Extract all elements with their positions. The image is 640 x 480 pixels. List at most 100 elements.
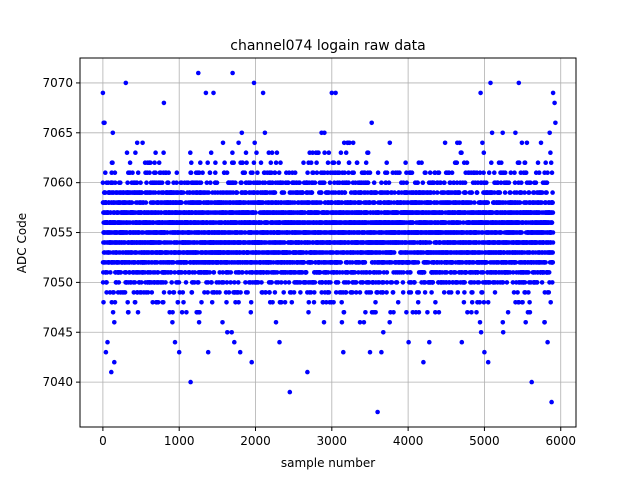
data-point <box>469 300 475 305</box>
data-point <box>111 290 116 295</box>
data-point <box>346 160 352 165</box>
data-point <box>361 320 367 325</box>
data-points <box>100 70 558 415</box>
data-point <box>238 290 243 295</box>
data-point <box>140 140 145 146</box>
data-point <box>420 180 426 185</box>
data-point <box>303 270 309 275</box>
data-point <box>132 280 138 285</box>
data-point <box>408 270 413 275</box>
data-point <box>240 160 245 165</box>
data-point <box>132 300 138 305</box>
data-point <box>145 290 151 295</box>
data-point <box>448 290 454 295</box>
data-point <box>224 300 229 305</box>
data-point <box>182 270 188 275</box>
data-point <box>159 180 165 185</box>
data-point <box>289 300 295 305</box>
data-point <box>459 150 464 155</box>
data-point <box>252 140 257 146</box>
data-point <box>153 150 158 155</box>
data-point <box>135 310 141 315</box>
data-point <box>480 140 485 146</box>
data-point <box>276 170 282 175</box>
data-point <box>301 160 306 165</box>
data-point <box>442 180 447 185</box>
data-point <box>112 170 118 175</box>
data-point <box>312 180 318 185</box>
data-point <box>326 150 332 155</box>
data-point <box>322 180 327 185</box>
data-point <box>242 170 248 175</box>
data-point <box>213 170 218 175</box>
data-point <box>395 300 401 305</box>
data-point <box>175 300 181 305</box>
data-point <box>441 290 447 295</box>
data-point <box>125 180 130 185</box>
data-point <box>176 280 182 285</box>
data-point <box>110 310 116 315</box>
data-point <box>232 339 237 345</box>
data-point <box>155 300 161 305</box>
data-point <box>342 190 348 195</box>
data-point <box>391 310 396 315</box>
data-point <box>220 320 225 325</box>
data-point <box>225 330 230 335</box>
data-point <box>224 170 230 175</box>
data-point <box>112 320 117 325</box>
data-point <box>415 180 421 185</box>
data-point <box>476 280 482 285</box>
data-point <box>189 290 195 295</box>
data-point <box>273 160 279 165</box>
data-point <box>328 280 333 285</box>
data-point <box>281 190 287 195</box>
data-point <box>305 170 310 175</box>
data-point <box>186 180 191 185</box>
data-point <box>208 180 213 185</box>
data-point <box>205 290 210 295</box>
data-point <box>123 270 129 275</box>
data-point <box>104 270 110 275</box>
data-point <box>286 180 291 185</box>
data-point <box>244 160 249 165</box>
data-point <box>379 180 384 185</box>
data-point <box>125 300 130 305</box>
data-point <box>401 270 406 275</box>
data-point <box>110 160 115 165</box>
data-point <box>298 290 303 295</box>
data-point <box>240 270 245 275</box>
data-point <box>368 290 374 295</box>
data-point <box>166 170 171 175</box>
data-point <box>363 310 368 315</box>
data-point <box>147 170 152 175</box>
data-point <box>331 300 336 305</box>
data-point <box>327 180 333 185</box>
data-point <box>200 170 205 175</box>
data-point <box>449 170 455 175</box>
data-point <box>394 280 400 285</box>
data-point <box>312 290 317 295</box>
data-point <box>209 300 215 305</box>
data-point <box>199 300 204 305</box>
data-point <box>338 260 344 265</box>
data-point <box>427 240 433 245</box>
data-point <box>217 290 222 295</box>
data-point <box>387 140 393 146</box>
data-point <box>127 270 132 275</box>
data-point <box>421 270 427 275</box>
data-point <box>404 180 410 185</box>
data-point <box>384 290 389 295</box>
data-point <box>367 170 373 175</box>
data-point <box>208 150 214 155</box>
data-point <box>373 300 378 305</box>
data-point <box>309 190 315 195</box>
data-point <box>172 270 177 275</box>
data-point <box>277 339 282 345</box>
data-point <box>169 280 174 285</box>
data-point <box>152 190 158 195</box>
data-point <box>365 180 371 185</box>
data-point <box>390 290 396 295</box>
data-point <box>248 310 254 315</box>
data-point <box>469 190 475 195</box>
data-point <box>250 170 255 175</box>
